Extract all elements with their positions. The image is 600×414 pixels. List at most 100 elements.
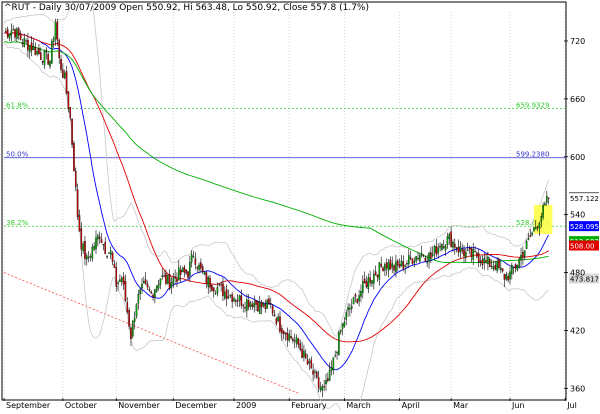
candle-body xyxy=(209,277,211,288)
candle-body xyxy=(474,250,476,253)
candle-body xyxy=(249,302,252,307)
candle-body xyxy=(485,259,487,262)
candle-body xyxy=(365,281,368,288)
candle-body xyxy=(297,338,300,345)
y-tick-label: 660 xyxy=(570,95,585,104)
candle-body xyxy=(330,367,333,371)
candle-body xyxy=(520,254,522,261)
candle-body xyxy=(512,267,515,269)
candle-body xyxy=(82,243,84,251)
candle-body xyxy=(242,304,244,307)
candle-body xyxy=(490,265,493,267)
candle-body xyxy=(308,361,311,364)
candle-body xyxy=(384,264,386,271)
candle-body xyxy=(352,297,355,305)
candle-body xyxy=(413,261,416,263)
candle-body xyxy=(472,249,474,260)
candle-body xyxy=(494,265,497,270)
fibonacci-layer: 61.8% 659.9329 50.0% 599.2380 38.2% 528.6328 xyxy=(3,102,566,394)
candle-body xyxy=(518,258,520,268)
candle-body xyxy=(251,304,254,307)
candle-body xyxy=(420,252,423,256)
candle-body xyxy=(454,243,456,248)
candle-body xyxy=(100,239,103,243)
candle-body xyxy=(205,272,208,285)
x-tick-label: October xyxy=(65,401,98,410)
price-label-box xyxy=(569,193,599,204)
candle-body xyxy=(400,260,403,266)
candle-body xyxy=(437,247,440,254)
candle-body xyxy=(514,264,517,269)
candle-body xyxy=(161,275,164,277)
candle-body xyxy=(222,283,224,296)
candle-body xyxy=(235,300,237,302)
candle-body xyxy=(455,247,458,249)
x-tick-label: March xyxy=(346,401,370,410)
candle-body xyxy=(439,245,441,248)
candle-body xyxy=(154,289,156,299)
x-axis: September October November December 2009 Febr… xyxy=(3,398,577,410)
candle-body xyxy=(93,245,95,250)
candle-body xyxy=(321,386,324,391)
y-tick-label: 720 xyxy=(570,37,585,46)
candle-body xyxy=(41,61,44,63)
candle-body xyxy=(120,278,123,282)
candle-body xyxy=(402,261,405,270)
candle-body xyxy=(16,28,18,39)
candle-body xyxy=(312,370,314,375)
candle-body xyxy=(139,289,141,295)
candle-body xyxy=(8,34,11,39)
candle-body xyxy=(446,236,449,245)
candle-body xyxy=(52,38,55,42)
candle-body xyxy=(463,249,465,257)
candle-body xyxy=(279,316,281,332)
fib-level-right-label: 599.2380 xyxy=(516,151,549,159)
candle-body xyxy=(362,281,364,293)
candle-body xyxy=(293,340,296,342)
candle-body xyxy=(45,51,48,53)
candle-body xyxy=(336,352,338,354)
candle-body xyxy=(227,296,230,298)
candle-body xyxy=(525,240,528,249)
candle-body xyxy=(487,256,489,265)
candle-body xyxy=(225,289,228,300)
candle-body xyxy=(255,300,257,305)
price-label-box xyxy=(569,221,599,232)
candle-body xyxy=(277,316,279,322)
candle-body xyxy=(501,268,504,272)
candle-body xyxy=(505,274,508,280)
candle-body xyxy=(146,283,149,288)
candle-body xyxy=(424,257,427,262)
price-label-box xyxy=(569,273,599,284)
candle-body xyxy=(231,294,233,302)
candle-body xyxy=(76,189,79,217)
candle-body xyxy=(465,251,467,258)
candle-body xyxy=(356,298,359,303)
candle-body xyxy=(503,273,506,280)
candle-body xyxy=(479,260,482,263)
candle-body xyxy=(216,287,219,294)
candle-body xyxy=(273,314,276,317)
candle-body xyxy=(282,330,285,334)
candle-body xyxy=(95,237,97,250)
candle-body xyxy=(244,307,246,309)
candle-body xyxy=(148,288,151,291)
candle-body xyxy=(67,91,70,110)
candle-body xyxy=(406,263,408,265)
candle-body xyxy=(290,336,292,339)
x-tick-label: September xyxy=(6,401,51,410)
candle-body xyxy=(56,21,59,41)
candle-body xyxy=(14,29,16,38)
candle-body xyxy=(17,28,20,36)
candle-body xyxy=(189,262,191,276)
candle-body xyxy=(533,227,535,232)
candle-body xyxy=(106,255,108,258)
candle-body xyxy=(306,359,309,365)
candle-body xyxy=(128,310,130,327)
candle-body xyxy=(181,268,184,273)
candle-body xyxy=(339,329,342,333)
candle-body xyxy=(488,259,491,267)
candle-body xyxy=(477,253,480,263)
candle-body xyxy=(450,231,452,248)
